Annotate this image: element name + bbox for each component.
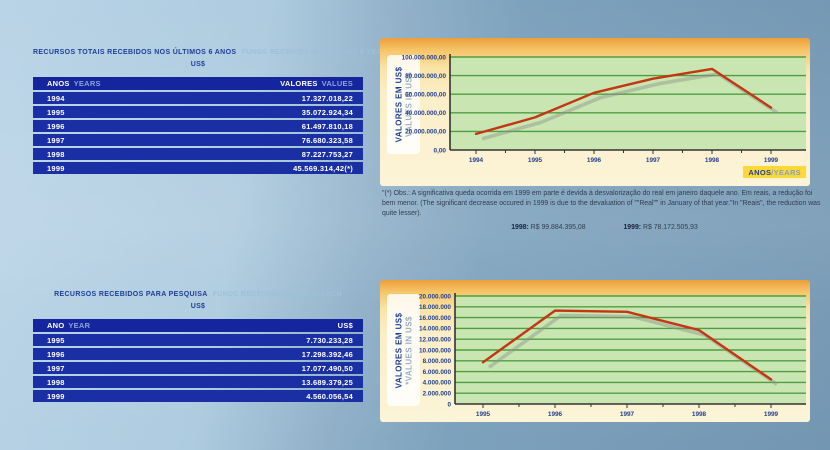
value-column-header: VALORES VALUES — [280, 79, 353, 88]
year-cell: 1999 — [47, 163, 65, 173]
x-tick-label: 1995 — [476, 411, 491, 418]
x-tick-label: 1997 — [646, 157, 661, 164]
x-tick-label: 1995 — [528, 157, 543, 164]
table-row: 1997 17.077.490,50 — [33, 362, 363, 374]
x-tick-label: 1998 — [705, 157, 720, 164]
footnote: "(*) Obs.: A significativa queda ocorrid… — [382, 189, 827, 233]
y-tick-label: 6.000.000 — [423, 369, 452, 376]
table-header-row: ANO YEAR US$ — [33, 319, 363, 332]
table-row: 1995 7.730.233,28 — [33, 334, 363, 346]
value-cell: 61.497.810,18 — [301, 121, 353, 131]
x-tick-label: 1999 — [764, 157, 779, 164]
value-cell: 17.327.018,22 — [301, 93, 353, 103]
y-tick-label: 14.000.000 — [419, 326, 451, 333]
y-tick-label: 60.000.000,00 — [405, 92, 446, 99]
footnote-1998-pair: 1998: R$ 99.884.395,08 — [511, 223, 586, 231]
value-cell: 4.560.056,54 — [306, 391, 353, 401]
currency-label: US$ — [190, 61, 206, 68]
year-cell: 1997 — [47, 135, 65, 145]
table-header-row: ANOS YEARS VALORES VALUES — [33, 77, 363, 90]
total-funds-table: ANOS YEARS VALORES VALUES 1994 17.327.018,2… — [33, 77, 363, 174]
table-row: 1996 17.298.392,46 — [33, 348, 363, 360]
currency-label: US$ — [190, 303, 206, 310]
value-cell: 17.077.490,50 — [301, 363, 353, 373]
y-tick-label: 12.000.000 — [419, 337, 451, 344]
value-cell: 13.689.379,25 — [301, 377, 353, 387]
table-row: 1996 61.497.810,18 — [33, 120, 363, 132]
footnote-values: 1998: R$ 99.884.395,08 1999: R$ 78.172.5… — [382, 223, 827, 233]
y-tick-label: 0 — [447, 401, 451, 408]
x-tick-label: 1999 — [764, 411, 779, 418]
y-tick-label: 100.000.000,00 — [402, 54, 447, 61]
x-tick-label: 1996 — [587, 157, 602, 164]
y-axis-title-strip — [387, 55, 420, 154]
year-column-header: ANOS YEARS — [47, 79, 101, 88]
y-axis-title-strip — [387, 294, 420, 406]
y-tick-label: 20.000.000,00 — [405, 129, 446, 136]
y-tick-label: 18.000.000 — [419, 304, 451, 311]
table-row: 1994 17.327.018,22 — [33, 92, 363, 104]
x-tick-label: 1996 — [548, 411, 563, 418]
research-funds-chart-canvas: 20.000.000 18.000.000 16.000.000 14.000.000… — [419, 293, 806, 418]
value-cell: 45.569.314,42(*) — [293, 163, 353, 173]
table-row: 1995 35.072.924,34 — [33, 106, 363, 118]
x-tick-label: 1994 — [469, 157, 484, 164]
footnote-1999-pair: 1999: R$ 78.172.505,93 — [623, 223, 698, 231]
research-funds-table-block: RECURSOS RECEBIDOS PARA PESQUISA FUNDS R… — [33, 291, 363, 404]
year-cell: 1996 — [47, 349, 65, 359]
y-tick-label: 80.000.000,00 — [405, 73, 446, 80]
footnote-text: "(*) Obs.: A significativa queda ocorrid… — [382, 190, 821, 218]
year-cell: 1995 — [47, 107, 65, 117]
table-row: 1999 45.569.314,42(*) — [33, 162, 363, 174]
value-cell: 17.298.392,46 — [301, 349, 353, 359]
total-funds-chart-canvas: 100.000.000,00 80.000.000,00 60.000.000,00… — [402, 54, 806, 164]
plot-area — [450, 57, 806, 150]
y-tick-label: 16.000.000 — [419, 315, 451, 322]
year-cell: 1996 — [47, 121, 65, 131]
title-portuguese: RECURSOS TOTAIS RECEBIDOS NOS ÚLTIMOS 6 … — [33, 49, 237, 56]
y-tick-label: 8.000.000 — [423, 358, 452, 365]
total-funds-table-title: RECURSOS TOTAIS RECEBIDOS NOS ÚLTIMOS 6 … — [33, 49, 392, 57]
data-line — [474, 67, 773, 136]
table-row: 1999 4.560.056,54 — [33, 390, 363, 402]
value-cell: 87.227.753,27 — [301, 149, 353, 159]
y-tick-label: 20.000.000 — [419, 293, 451, 300]
x-axis-title-tag: ANOS/YEARS — [743, 166, 806, 178]
value-cell: 35.072.924,34 — [301, 107, 353, 117]
title-english: FUNDS RECEIVED IN THE LAST 6 YEARS — [241, 49, 393, 56]
x-tick-label: 1998 — [692, 411, 707, 418]
total-funds-table-block: RECURSOS TOTAIS RECEBIDOS NOS ÚLTIMOS 6 … — [33, 49, 392, 176]
year-cell: 1999 — [47, 391, 65, 401]
value-column-header: US$ — [337, 321, 353, 330]
research-funds-table: ANO YEAR US$ 1995 7.730.233,28 1996 17.298.… — [33, 319, 363, 402]
year-cell: 1995 — [47, 335, 65, 345]
table-row: 1998 13.689.379,25 — [33, 376, 363, 388]
y-tick-label: 2.000.000 — [423, 391, 452, 398]
research-funds-chart-panel: VALORES EM US$ *VALUES IN US$ 20.000.000… — [380, 280, 810, 422]
data-line — [481, 309, 773, 381]
year-cell: 1998 — [47, 377, 65, 387]
value-cell: 7.730.233,28 — [306, 335, 353, 345]
table-row: 1997 76.680.323,58 — [33, 134, 363, 146]
x-tick-label: 1997 — [620, 411, 635, 418]
value-cell: 76.680.323,58 — [301, 135, 353, 145]
year-cell: 1994 — [47, 93, 65, 103]
year-cell: 1997 — [47, 363, 65, 373]
y-tick-label: 0,00 — [434, 147, 447, 154]
title-portuguese: RECURSOS RECEBIDOS PARA PESQUISA — [54, 291, 208, 298]
year-column-header: ANO YEAR — [47, 321, 91, 330]
y-tick-label: 10.000.000 — [419, 347, 451, 354]
table-row: 1998 87.227.753,27 — [33, 148, 363, 160]
year-cell: 1998 — [47, 149, 65, 159]
research-funds-table-title: RECURSOS RECEBIDOS PARA PESQUISA FUNDS R… — [33, 291, 363, 299]
total-funds-chart-panel: VALORES EM US$ VALUES IN US$ 100.000.000… — [380, 38, 810, 186]
title-english: FUNDS RECEIVED FOR RESEARCH — [212, 291, 342, 298]
y-tick-label: 40.000.000,00 — [405, 110, 446, 117]
y-tick-label: 4.000.000 — [423, 380, 452, 387]
